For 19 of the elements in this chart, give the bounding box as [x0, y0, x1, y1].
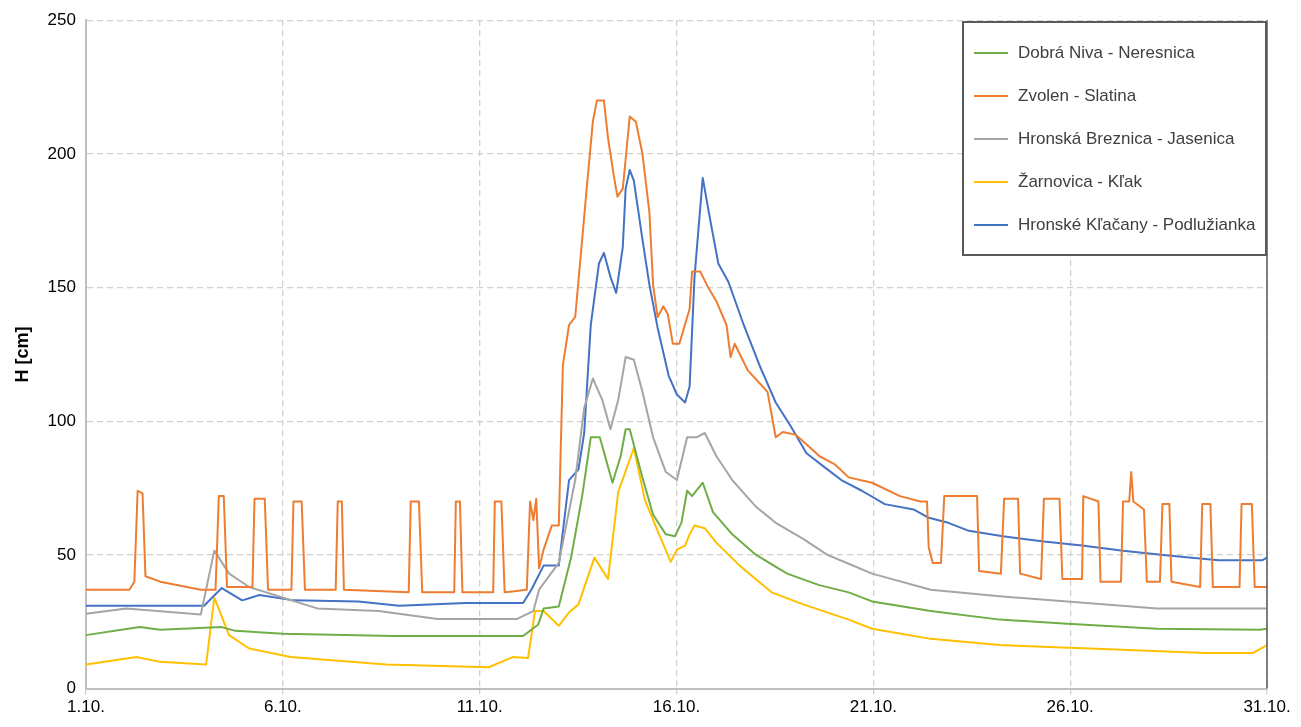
y-tick-label: 250 [47, 9, 76, 29]
x-tick-label: 1.10. [67, 697, 105, 717]
y-tick-label: 100 [47, 410, 76, 430]
x-tick-label: 16.10. [652, 697, 701, 717]
legend-label: Hronské Kľačany - Podlužianka [1018, 214, 1256, 235]
y-axis-title: H [cm] [11, 326, 32, 383]
y-tick-label: 150 [47, 277, 76, 297]
legend-label: Dobrá Niva - Neresnica [1018, 42, 1195, 63]
x-tick-label: 26.10. [1046, 697, 1094, 717]
x-tick-label: 6.10. [263, 697, 302, 717]
legend-label: Žarnovica - Kľak [1018, 171, 1142, 192]
x-tick-label: 31.10. [1243, 697, 1291, 717]
x-tick-label: 11.10. [456, 697, 503, 717]
y-tick-label: 0 [66, 678, 76, 698]
y-tick-label: 200 [47, 143, 76, 163]
y-tick-label: 50 [57, 544, 76, 564]
legend-label: Zvolen - Slatina [1018, 85, 1137, 106]
x-tick-label: 21.10. [849, 697, 897, 717]
legend-label: Hronská Breznica - Jasenica [1018, 128, 1235, 149]
